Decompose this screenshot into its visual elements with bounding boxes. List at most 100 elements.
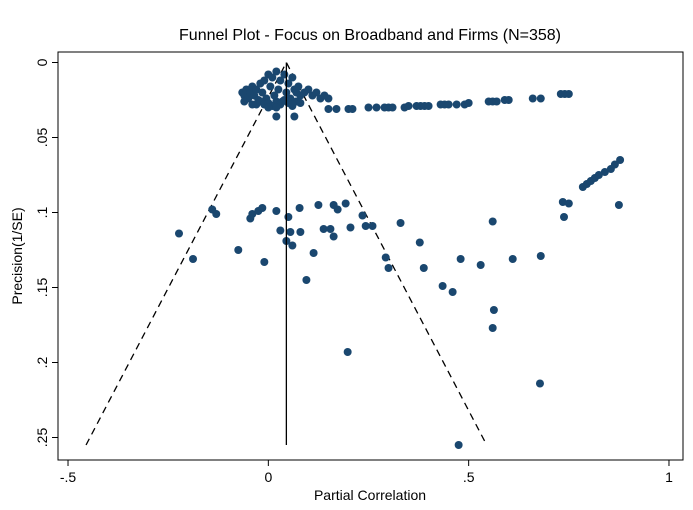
point bbox=[348, 105, 357, 113]
point bbox=[326, 225, 335, 233]
point bbox=[456, 255, 465, 263]
point bbox=[346, 223, 355, 232]
point bbox=[616, 156, 625, 164]
point bbox=[614, 201, 623, 209]
point bbox=[304, 85, 313, 94]
point bbox=[258, 204, 267, 212]
plot-frame bbox=[57, 51, 684, 461]
point bbox=[372, 103, 381, 112]
point bbox=[324, 105, 333, 113]
point bbox=[329, 232, 338, 241]
point bbox=[294, 82, 303, 91]
point bbox=[438, 282, 447, 290]
point bbox=[343, 348, 352, 356]
point bbox=[476, 261, 485, 269]
point bbox=[320, 91, 329, 100]
point bbox=[415, 238, 424, 247]
chart-title: Funnel Plot - Focus on Broadband and Fir… bbox=[179, 27, 561, 44]
point bbox=[319, 225, 328, 233]
point bbox=[258, 88, 267, 97]
point bbox=[309, 249, 318, 257]
y-tick-label: .15 bbox=[34, 278, 50, 298]
x-tick-label: .5 bbox=[463, 469, 475, 485]
point bbox=[488, 217, 497, 226]
y-tick-label: .05 bbox=[34, 128, 50, 148]
x-tick-label: 1 bbox=[665, 469, 673, 485]
point bbox=[234, 246, 243, 254]
point bbox=[594, 171, 603, 179]
point bbox=[252, 85, 261, 94]
point bbox=[268, 73, 277, 82]
point bbox=[444, 100, 453, 109]
point bbox=[448, 288, 457, 296]
point bbox=[424, 102, 433, 110]
point bbox=[388, 103, 397, 112]
point bbox=[489, 306, 498, 314]
point bbox=[454, 441, 463, 449]
point bbox=[270, 91, 279, 100]
y-tick-label: .2 bbox=[34, 356, 50, 368]
point bbox=[341, 199, 350, 208]
point bbox=[358, 211, 367, 220]
y-tick-label: 0 bbox=[34, 58, 50, 66]
point bbox=[248, 210, 257, 218]
point bbox=[368, 222, 377, 230]
point bbox=[504, 96, 513, 104]
x-tick-label: -.5 bbox=[60, 469, 77, 485]
point bbox=[558, 198, 567, 206]
point bbox=[560, 213, 569, 221]
point bbox=[189, 255, 198, 263]
x-axis-label: Partial Correlation bbox=[314, 487, 426, 503]
point bbox=[419, 264, 428, 272]
point bbox=[302, 276, 311, 284]
point bbox=[288, 241, 297, 250]
point bbox=[276, 226, 285, 235]
point bbox=[396, 219, 405, 227]
point bbox=[296, 99, 305, 107]
y-axis-label: Precision(1/SE) bbox=[9, 207, 25, 304]
point bbox=[312, 88, 321, 97]
point bbox=[536, 252, 545, 260]
point bbox=[610, 160, 619, 169]
y-tick-label: .25 bbox=[34, 428, 50, 448]
point bbox=[295, 204, 304, 212]
point bbox=[272, 103, 281, 112]
point bbox=[248, 100, 257, 109]
point bbox=[364, 103, 373, 112]
point bbox=[288, 100, 297, 109]
point bbox=[464, 99, 473, 107]
point bbox=[260, 258, 269, 266]
point bbox=[266, 82, 275, 91]
point bbox=[332, 105, 341, 113]
point bbox=[272, 67, 281, 76]
point bbox=[288, 73, 297, 82]
point bbox=[314, 201, 323, 209]
point bbox=[272, 207, 281, 215]
point bbox=[528, 94, 537, 103]
point bbox=[296, 228, 305, 236]
x-tick-label: 0 bbox=[264, 469, 272, 485]
point bbox=[452, 100, 461, 109]
point bbox=[276, 76, 285, 85]
point bbox=[212, 210, 221, 218]
point bbox=[361, 222, 370, 230]
point bbox=[535, 379, 544, 388]
point bbox=[564, 199, 573, 208]
point bbox=[174, 229, 183, 238]
point bbox=[260, 76, 269, 85]
point bbox=[600, 168, 609, 176]
point bbox=[492, 97, 501, 106]
point bbox=[240, 97, 249, 106]
point bbox=[384, 264, 393, 272]
point bbox=[488, 324, 497, 332]
point bbox=[536, 94, 545, 103]
point bbox=[272, 112, 281, 121]
point bbox=[333, 205, 342, 214]
point bbox=[508, 255, 517, 263]
point bbox=[264, 103, 273, 112]
point bbox=[296, 91, 305, 100]
point bbox=[286, 228, 295, 236]
y-tick-label: .1 bbox=[34, 206, 50, 218]
point bbox=[290, 112, 299, 121]
